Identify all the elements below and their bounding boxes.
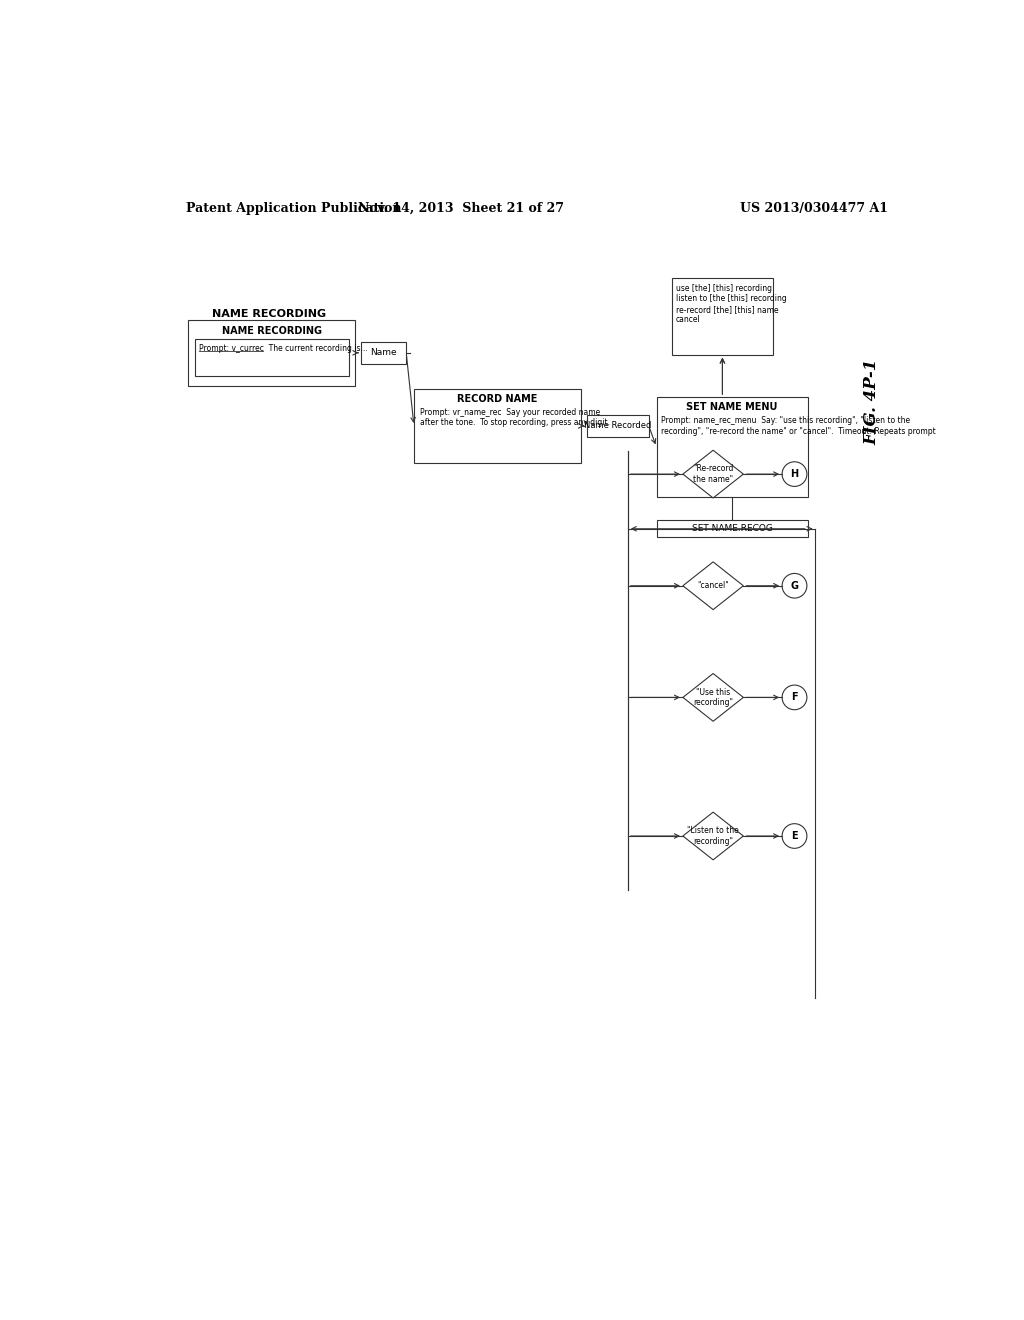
Text: H: H bbox=[791, 469, 799, 479]
Circle shape bbox=[782, 462, 807, 487]
Polygon shape bbox=[683, 673, 743, 721]
Text: NAME RECORDING: NAME RECORDING bbox=[212, 309, 326, 318]
Text: F: F bbox=[792, 693, 798, 702]
Text: SET NAME.RECOG: SET NAME.RECOG bbox=[691, 524, 772, 533]
Text: Nov. 14, 2013  Sheet 21 of 27: Nov. 14, 2013 Sheet 21 of 27 bbox=[358, 202, 564, 215]
Text: Prompt: vr_name_rec  Say your recorded name
after the tone.  To stop recording, : Prompt: vr_name_rec Say your recorded na… bbox=[420, 408, 610, 428]
Text: "Re-record
the name": "Re-record the name" bbox=[693, 465, 733, 484]
Text: E: E bbox=[792, 832, 798, 841]
Bar bbox=[656, 520, 808, 537]
Circle shape bbox=[782, 573, 807, 598]
Text: NAME RECORDING: NAME RECORDING bbox=[222, 326, 322, 335]
Polygon shape bbox=[683, 450, 743, 498]
Text: FIG. 4P-1: FIG. 4P-1 bbox=[863, 359, 881, 445]
Circle shape bbox=[782, 685, 807, 710]
Text: Name Recorded: Name Recorded bbox=[584, 421, 651, 430]
Text: Patent Application Publication: Patent Application Publication bbox=[186, 202, 401, 215]
Bar bbox=[672, 277, 773, 355]
Text: Name: Name bbox=[371, 348, 397, 358]
Circle shape bbox=[782, 824, 807, 849]
Text: US 2013/0304477 A1: US 2013/0304477 A1 bbox=[740, 202, 888, 215]
Text: Prompt: v_currec  The current recording is...: Prompt: v_currec The current recording i… bbox=[200, 345, 368, 352]
Bar bbox=[656, 397, 808, 498]
Polygon shape bbox=[683, 812, 743, 859]
Text: "cancel": "cancel" bbox=[697, 581, 729, 590]
Text: RECORD NAME: RECORD NAME bbox=[457, 395, 538, 404]
Bar bbox=[587, 416, 649, 437]
Bar bbox=[188, 321, 355, 385]
Text: Prompt: name_rec_menu  Say: "use this recording", "listen to the
recording", "re: Prompt: name_rec_menu Say: "use this rec… bbox=[662, 416, 936, 436]
Text: SET NAME MENU: SET NAME MENU bbox=[686, 403, 778, 412]
Text: "Listen to the
recording": "Listen to the recording" bbox=[687, 826, 739, 846]
Text: use [the] [this] recording
listen to [the [this] recording
re-record [the] [this: use [the] [this] recording listen to [th… bbox=[676, 284, 786, 325]
Text: "Use this
recording": "Use this recording" bbox=[693, 688, 733, 708]
Polygon shape bbox=[683, 562, 743, 610]
Bar bbox=[361, 342, 407, 363]
Bar bbox=[414, 389, 581, 462]
Bar bbox=[195, 339, 349, 376]
Text: G: G bbox=[791, 581, 799, 591]
